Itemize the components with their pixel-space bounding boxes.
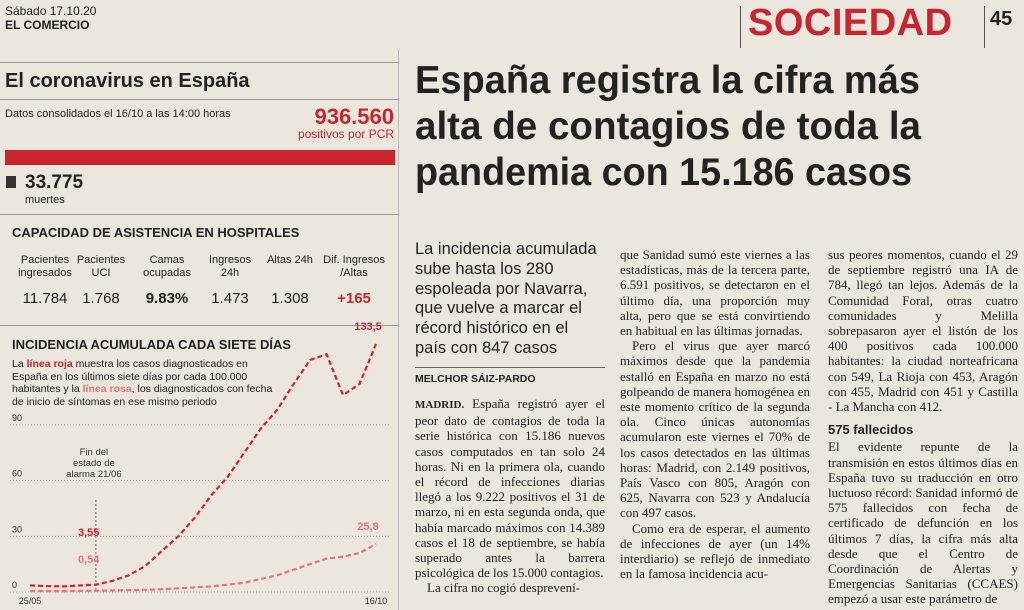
series-line (29, 343, 378, 588)
headline-line: España registra la cifra más (415, 59, 920, 102)
paragraph: MADRID. España registró ayer el peor dat… (415, 396, 605, 580)
paragraph: Como era de esperar, el aumento de infec… (620, 520, 810, 582)
deaths-label: muertes (25, 194, 65, 206)
annotation: Fin del estado de alarma 21/06 (66, 447, 121, 480)
lead: MADRID. (415, 399, 465, 411)
value-label: 25,8 (357, 521, 378, 533)
deck: La incidencia acumulada sube hasta los 2… (415, 240, 597, 357)
table-value: 1.768 (82, 290, 120, 307)
y-tick-label: 90 (12, 413, 22, 423)
y-tick-label: 0 (12, 580, 17, 590)
rule (984, 6, 985, 48)
paragraph: La cifra no cogió desprevení- (427, 580, 581, 596)
description-part: La (12, 358, 27, 370)
subhead: 575 fallecidos (828, 422, 914, 438)
section: SOCIEDAD (748, 2, 953, 44)
table-value: 1.308 (271, 290, 309, 307)
table-header: Pacientes ingresados (18, 254, 72, 279)
value-label: 133,5 (354, 321, 382, 333)
paragraph: Pero el virus que ayer marcó máximos des… (620, 338, 810, 521)
text: España registró ayer el peor dato de con… (415, 396, 605, 581)
table-value: 11.784 (22, 290, 68, 307)
table-header: Ingresos 24h (208, 254, 252, 279)
rule (0, 62, 398, 63)
column: MADRID. España registró ayer el peor dat… (415, 396, 605, 610)
table-header: Camas ocupadas (143, 254, 191, 279)
column: sus peores momentos, cuando el 29 de sep… (828, 247, 1018, 610)
description-part: línea roja (26, 358, 73, 370)
red-bar (5, 150, 395, 165)
sidebar-title: El coronavirus en España (5, 70, 250, 92)
x-tick-label: 25/05 (19, 596, 42, 606)
square (6, 176, 16, 188)
paragraph: El evidente repunte de la transmisión en… (828, 439, 1018, 607)
rule (0, 99, 398, 100)
date: Sábado 17.10.20 (5, 4, 97, 18)
positives-label: positivos por PCR (297, 127, 394, 141)
deaths: 33.775 (25, 172, 84, 193)
positives: 936.560 (314, 104, 394, 129)
table-value: 9.83% (145, 290, 189, 307)
rule (740, 6, 741, 48)
column: que Sanidad sumó este viernes a las esta… (620, 247, 810, 610)
chart-description: La línea roja muestra los casos diagnost… (12, 358, 282, 408)
value-label: 0,54 (78, 554, 100, 566)
y-tick-label: 60 (12, 469, 22, 479)
hospital-title: CAPACIDAD DE ASISTENCIA EN HOSPITALES (12, 225, 300, 240)
headline-line: alta de contagios de toda la (415, 105, 921, 148)
y-tick-label: 30 (12, 524, 22, 534)
rule (0, 214, 398, 215)
headline-line: pandemia con 15.186 casos (415, 151, 912, 194)
rule (398, 50, 399, 610)
table-value: +165 (337, 290, 371, 307)
description-part: muestra los casos diagnosticados en Espa… (12, 358, 248, 395)
series-line (29, 543, 377, 593)
headline: España registra la cifra más alta de con… (415, 59, 921, 194)
author: MELCHOR SÁIZ-PARDO (415, 373, 536, 385)
table-header: Altas 24h (267, 254, 313, 266)
paper: EL COMERCIO (5, 18, 90, 32)
page-number: 45 (990, 8, 1013, 30)
table-header: Dif. Ingresos /Altas (323, 254, 385, 279)
subtitle: Datos consolidados el 16/10 a las 14:00 … (5, 108, 231, 120)
paragraph: que Sanidad sumó este viernes a las esta… (620, 247, 810, 339)
table-header: Pacientes UCI (76, 254, 126, 279)
chart: 0 30 60 90 25/05 16/10 Fin del estado de alarma … (10, 321, 390, 606)
chart-title: INCIDENCIA ACUMULADA CADA SIETE DÍAS (12, 337, 292, 352)
rule (415, 367, 605, 368)
paragraph: sus peores momentos, cuando el 29 de sep… (828, 247, 1018, 415)
x-tick-label: 16/10 (365, 596, 388, 606)
description-part: , los diagnosticados con fecha de inicio… (12, 383, 273, 408)
table-value: 1.473 (211, 290, 249, 307)
rule (0, 325, 398, 326)
value-label: 3,55 (78, 527, 99, 539)
description-part: línea rosa (82, 383, 132, 395)
